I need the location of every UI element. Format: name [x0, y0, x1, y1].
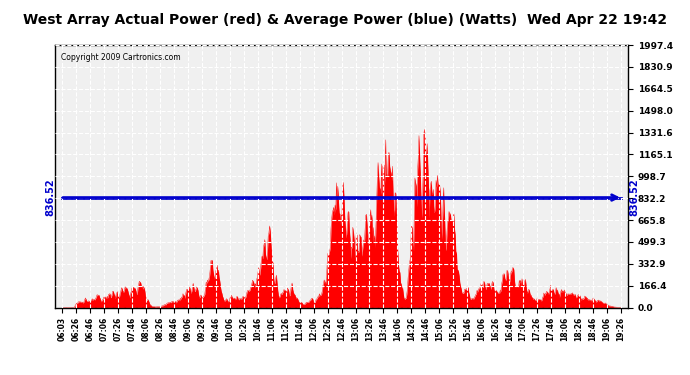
- Text: 836.52: 836.52: [46, 179, 55, 216]
- Text: West Array Actual Power (red) & Average Power (blue) (Watts)  Wed Apr 22 19:42: West Array Actual Power (red) & Average …: [23, 13, 667, 27]
- Text: Copyright 2009 Cartronics.com: Copyright 2009 Cartronics.com: [61, 53, 181, 62]
- Text: 836.52: 836.52: [629, 179, 640, 216]
